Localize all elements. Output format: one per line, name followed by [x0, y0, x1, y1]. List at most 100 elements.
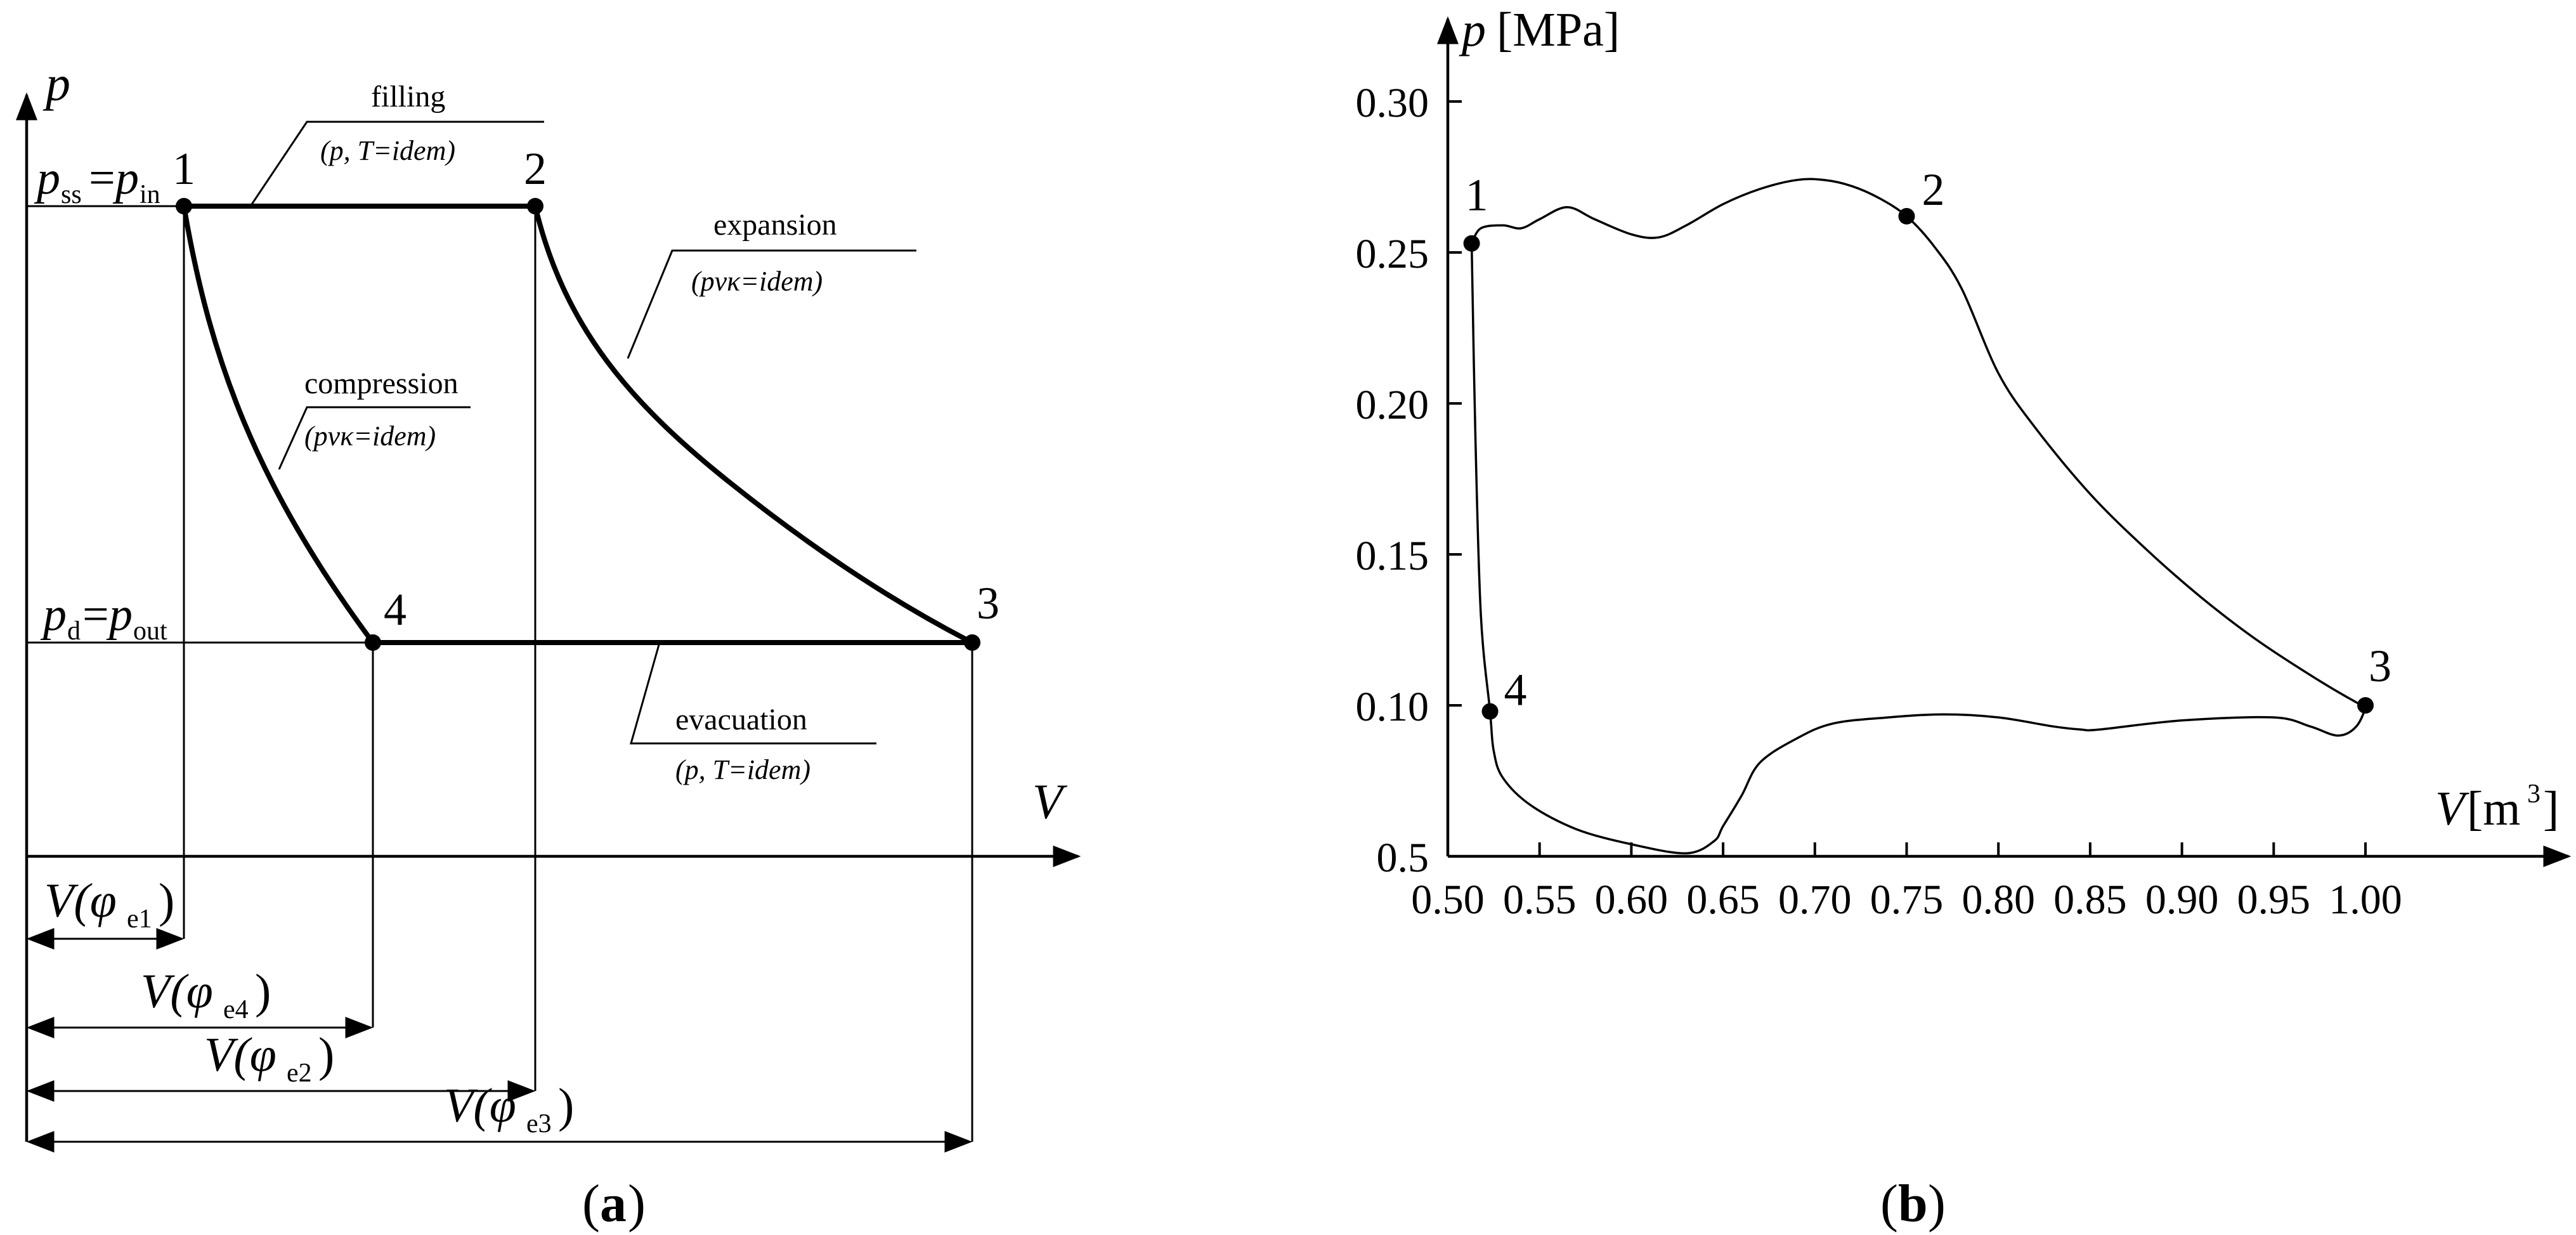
x-tick-label: 0.65: [1686, 877, 1760, 923]
p-ss-p-in-label: p ss = p in: [34, 152, 160, 209]
x-tick-label: 0.85: [2053, 877, 2127, 923]
state-label-3: 3: [977, 578, 999, 629]
v-e4-label: V(φ e4 ): [141, 965, 271, 1024]
x-tick-label: 0.90: [2145, 877, 2219, 923]
svg-text:): ): [558, 1079, 574, 1132]
svg-text:p: p: [106, 589, 133, 641]
svg-text:p: p: [112, 152, 139, 204]
chart-state-label-3: 3: [2369, 641, 2391, 691]
svg-text:in: in: [140, 180, 160, 209]
evacuation-label: evacuation: [675, 703, 807, 736]
svg-text:(: (: [582, 1174, 600, 1233]
x-tick-label: 0.75: [1870, 877, 1944, 923]
panel-b-chart: p [MPa] V [m 3 ] 0.5 0.10 0.15 0.20 0.25 0.30…: [1356, 3, 2572, 1233]
state-point-4: [365, 634, 381, 651]
svg-text:e3: e3: [526, 1109, 552, 1139]
v-axis-label: V: [1032, 774, 1068, 829]
x-tick-label: 1.00: [2329, 877, 2402, 923]
chart-state-label-4: 4: [1504, 665, 1527, 716]
chart-y-ticks: 0.5 0.10 0.15 0.20 0.25 0.30: [1356, 80, 1462, 881]
svg-text:ss: ss: [61, 180, 82, 209]
x-tick-label: 0.80: [1961, 877, 2035, 923]
evacuation-condition: (p, T=idem): [675, 754, 810, 785]
x-tick-label: 0.95: [2237, 877, 2311, 923]
panel-a-diagram: p V 1 2 3 4 p ss = p in p: [15, 56, 1081, 1233]
svg-text:): ): [628, 1174, 646, 1233]
v-e2-label: V(φ e2 ): [204, 1028, 334, 1088]
svg-text:[MPa]: [MPa]: [1497, 3, 1620, 56]
svg-text:d: d: [67, 617, 81, 646]
y-tick-label: 0.25: [1356, 231, 1429, 277]
p-d-p-out-label: p d = p out: [40, 589, 167, 646]
svg-text:a: a: [600, 1174, 627, 1233]
chart-state-label-2: 2: [1922, 164, 1945, 215]
svg-text:V: V: [2435, 782, 2469, 835]
compression-curve: [181, 206, 375, 644]
chart-series-layer: [1470, 178, 2367, 854]
svg-text:]: ]: [2543, 782, 2559, 835]
pv-cycle-curve: [1470, 178, 2367, 854]
chart-state-point-3: [2357, 697, 2374, 714]
panel-b-caption: ( b ): [1880, 1174, 1946, 1233]
svg-text:V(φ: V(φ: [204, 1028, 276, 1081]
svg-text:): ): [318, 1028, 334, 1081]
state-label-2: 2: [524, 143, 547, 194]
filling-leader: [249, 121, 544, 207]
expansion-leader: [627, 249, 916, 359]
svg-text:p: p: [40, 589, 67, 641]
y-tick-label: 0.10: [1356, 684, 1429, 730]
svg-text:): ): [1928, 1174, 1946, 1233]
svg-text:V(φ: V(φ: [141, 965, 213, 1018]
expansion-condition: (pvκ=idem): [691, 266, 823, 297]
svg-text:e2: e2: [287, 1059, 312, 1088]
chart-x-label: V [m 3 ]: [2435, 780, 2559, 835]
chart-state-point-1: [1463, 235, 1480, 252]
svg-text:3: 3: [2527, 780, 2540, 809]
state-label-4: 4: [384, 584, 407, 635]
y-tick-label: 0.5: [1377, 835, 1429, 881]
y-tick-label: 0.20: [1356, 382, 1429, 428]
chart-state-point-4: [1481, 703, 1499, 720]
svg-text:p: p: [34, 152, 60, 204]
compression-leader: [278, 406, 471, 470]
svg-text:[m: [m: [2467, 782, 2520, 835]
state-label-1: 1: [172, 143, 195, 194]
expansion-curve: [533, 206, 973, 645]
v-e3-label: V(φ e3 ): [444, 1079, 574, 1139]
chart-state-point-2: [1898, 207, 1915, 225]
x-tick-label: 0.70: [1778, 877, 1852, 923]
expansion-label: expansion: [713, 208, 837, 242]
y-tick-label: 0.30: [1356, 80, 1429, 126]
chart-state-label-1: 1: [1466, 170, 1488, 221]
svg-text:out: out: [133, 617, 167, 646]
state-point-1: [176, 198, 192, 214]
svg-text:): ): [159, 874, 174, 927]
svg-text:V(φ: V(φ: [44, 874, 117, 927]
svg-text:(: (: [1880, 1174, 1898, 1233]
x-tick-label: 0.50: [1411, 877, 1485, 923]
x-tick-label: 0.60: [1595, 877, 1669, 923]
filling-condition: (p, T=idem): [320, 135, 455, 166]
state-point-2: [527, 198, 543, 214]
chart-x-ticks: 0.50 0.55 0.60 0.65 0.70 0.75 0.80 0.85 0.90 0.95…: [1411, 842, 2402, 923]
filling-label: filling: [371, 80, 445, 114]
svg-text:V(φ: V(φ: [444, 1079, 516, 1132]
compression-label: compression: [304, 367, 459, 400]
x-tick-label: 0.55: [1503, 877, 1577, 923]
svg-text:e1: e1: [127, 905, 152, 934]
chart-y-label: p [MPa]: [1459, 3, 1620, 56]
svg-text:=: =: [82, 589, 109, 641]
svg-text:b: b: [1898, 1174, 1928, 1233]
svg-text:): ): [255, 965, 271, 1018]
p-axis-label: p: [42, 56, 70, 111]
compression-condition: (pvκ=idem): [304, 421, 436, 452]
panel-a-caption: ( a ): [582, 1174, 646, 1233]
v-e1-label: V(φ e1 ): [44, 874, 174, 934]
state-point-3: [964, 634, 980, 651]
svg-text:e4: e4: [223, 995, 249, 1024]
svg-text:p: p: [1459, 3, 1486, 56]
y-tick-label: 0.15: [1356, 533, 1429, 579]
evacuation-leader: [630, 642, 876, 745]
chart-points-layer: 1 2 3 4: [1463, 164, 2391, 720]
svg-text:=: =: [89, 152, 115, 204]
